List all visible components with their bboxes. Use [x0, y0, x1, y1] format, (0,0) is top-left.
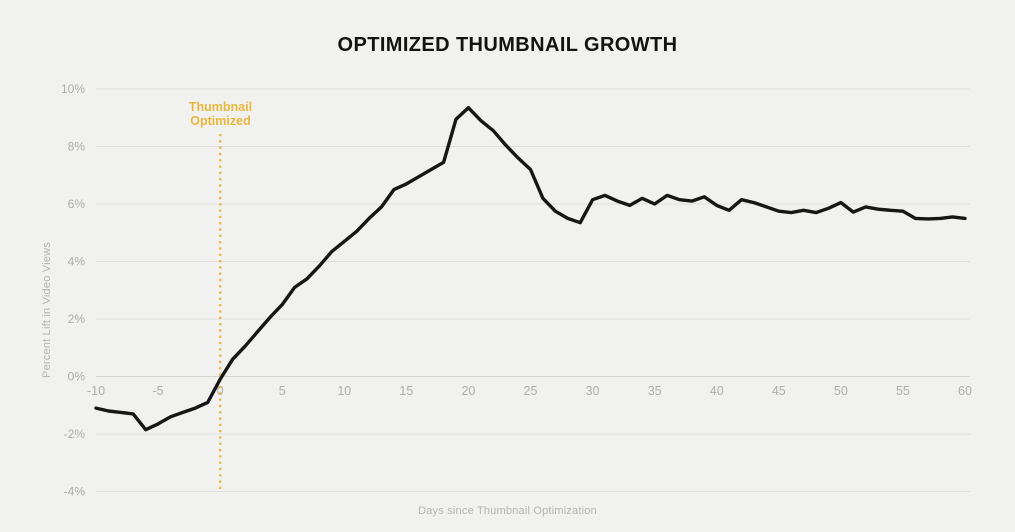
data-line: [94, 105, 967, 432]
x-tick-label: 5: [279, 384, 286, 398]
y-tick-label: 10%: [61, 82, 85, 96]
x-tick-label: 55: [896, 384, 910, 398]
x-tick-label: 10: [337, 384, 351, 398]
y-tick-label: 8%: [68, 140, 86, 154]
x-tick-label: -10: [87, 384, 105, 398]
y-tick-label: 6%: [68, 197, 86, 211]
x-tick-label: 45: [772, 384, 786, 398]
x-tick-label: 15: [399, 384, 413, 398]
x-tick-label: 25: [524, 384, 538, 398]
x-tick-label: 60: [958, 384, 972, 398]
x-tick-label: -5: [153, 384, 164, 398]
y-tick-label: 0%: [68, 370, 86, 384]
y-tick-label: -2%: [64, 427, 86, 441]
x-tick-label: 30: [586, 384, 600, 398]
x-tick-label: 20: [461, 384, 475, 398]
x-tick-label: 40: [710, 384, 724, 398]
y-tick-label: 2%: [68, 312, 86, 326]
x-tick-label: 50: [834, 384, 848, 398]
y-tick-label: -4%: [64, 485, 86, 499]
x-axis-title: Days since Thumbnail Optimization: [418, 505, 597, 517]
x-tick-label: 35: [648, 384, 662, 398]
y-axis-title: Percent Lift in Video Views: [41, 242, 53, 378]
annotation-label-line2: Optimized: [190, 114, 251, 128]
y-tick-label: 4%: [68, 255, 86, 269]
chart-title: OPTIMIZED THUMBNAIL GROWTH: [337, 34, 678, 56]
annotation-label: Thumbnail Optimized: [150, 100, 291, 128]
annotation-label-line1: Thumbnail: [188, 100, 253, 114]
x-tick-label: 0: [217, 384, 224, 398]
